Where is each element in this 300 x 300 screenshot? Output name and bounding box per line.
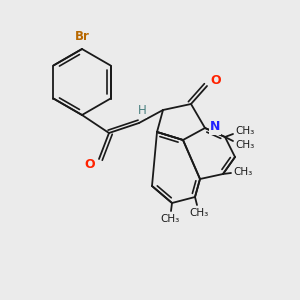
Text: CH₃: CH₃ [236,126,255,136]
Text: CH₃: CH₃ [189,208,208,218]
Text: H: H [138,104,146,118]
Text: O: O [85,158,95,170]
Text: CH₃: CH₃ [236,140,255,150]
Text: CH₃: CH₃ [160,214,180,224]
Text: Br: Br [75,29,89,43]
Text: CH₃: CH₃ [233,167,253,177]
Text: N: N [210,121,220,134]
Text: O: O [211,74,221,88]
